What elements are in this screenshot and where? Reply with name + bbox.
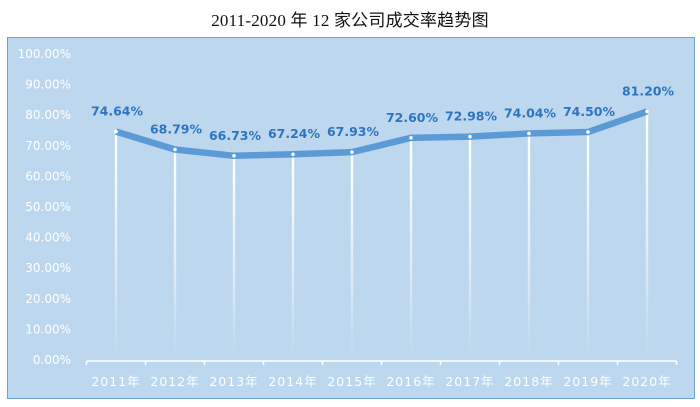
data-point-marker	[586, 130, 590, 134]
y-tick-label: 80.00%	[25, 108, 71, 122]
data-label: 74.04%	[504, 105, 557, 120]
y-tick-label: 30.00%	[25, 261, 71, 275]
drop-line	[350, 152, 354, 360]
drop-line	[409, 137, 413, 360]
drop-line	[645, 111, 649, 360]
drop-line	[468, 136, 472, 360]
x-tick-label: 2015年	[327, 374, 376, 389]
drop-line	[527, 133, 531, 360]
series-line	[114, 108, 649, 160]
data-point-marker	[173, 147, 177, 152]
x-tick-label: 2014年	[268, 374, 317, 389]
data-label: 74.64%	[91, 104, 144, 119]
x-axis: 2011年 2012年 2013年 2014年 2015年 2016年 2017年 2018年…	[85, 360, 678, 389]
data-label: 67.93%	[327, 124, 380, 139]
data-label: 74.50%	[563, 104, 616, 119]
x-tick-label: 2019年	[563, 374, 612, 389]
drop-line	[232, 155, 236, 360]
data-point-marker	[350, 150, 354, 154]
x-tick-label: 2018年	[504, 374, 553, 389]
drop-lines	[114, 111, 649, 360]
drop-line	[114, 131, 118, 360]
data-labels: 74.64% 68.79% 66.73% 67.24% 67.93% 72.60% 72.9…	[91, 84, 675, 143]
data-point-marker	[645, 109, 649, 114]
y-tick-label: 90.00%	[25, 78, 71, 92]
y-tick-label: 40.00%	[25, 231, 71, 245]
trend-line	[115, 108, 649, 160]
data-label: 68.79%	[150, 122, 203, 137]
y-axis: 0.00% 10.00% 20.00% 30.00% 40.00% 50.00% 60.00…	[18, 47, 71, 367]
data-point-marker	[468, 134, 472, 139]
data-point-marker	[114, 129, 118, 134]
x-tick-label: 2017年	[445, 374, 494, 389]
y-tick-label: 100.00%	[18, 47, 71, 61]
x-tick-label: 2016年	[386, 374, 435, 389]
y-tick-label: 20.00%	[25, 292, 71, 306]
drop-line	[586, 132, 590, 360]
data-point-marker	[409, 136, 413, 140]
y-tick-label: 10.00%	[25, 322, 71, 336]
x-tick-label: 2013年	[209, 374, 258, 389]
x-tick-label: 2012年	[150, 374, 199, 389]
data-point-marker	[527, 131, 531, 136]
chart-title: 2011-2020 年 12 家公司成交率趋势图	[211, 11, 489, 30]
data-label: 72.60%	[386, 110, 439, 125]
data-point-marker	[291, 152, 295, 157]
data-label: 67.24%	[268, 126, 321, 141]
data-label: 81.20%	[622, 84, 675, 99]
y-tick-label: 50.00%	[25, 200, 71, 214]
data-point-marker	[232, 154, 236, 158]
drop-line	[173, 149, 177, 360]
y-tick-label: 0.00%	[33, 353, 71, 367]
x-tick-label: 2020年	[622, 374, 671, 389]
y-tick-label: 70.00%	[25, 139, 71, 153]
x-tick-label: 2011年	[91, 374, 140, 389]
data-label: 66.73%	[209, 128, 262, 143]
data-label: 72.98%	[445, 109, 498, 124]
y-tick-label: 60.00%	[25, 169, 71, 183]
drop-line	[291, 154, 295, 360]
